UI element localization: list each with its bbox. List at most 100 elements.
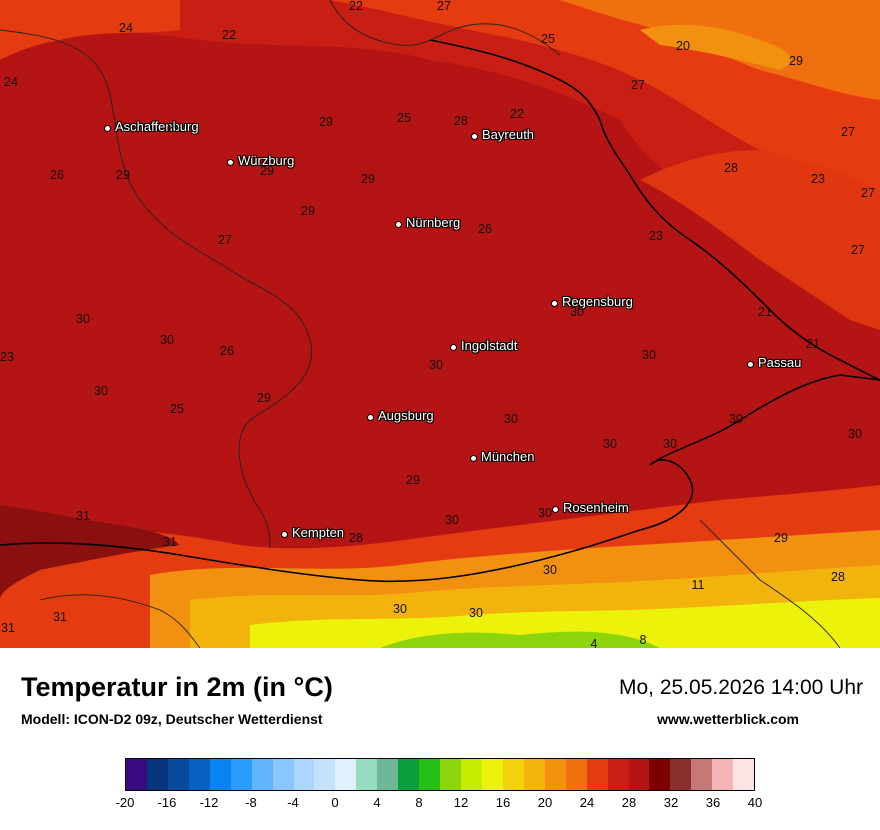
temp-value: 30	[538, 506, 552, 520]
legend-swatch	[523, 759, 545, 790]
legend-tick-label: 32	[663, 795, 679, 810]
temp-value: 25	[170, 402, 184, 416]
city-label: Regensburg	[562, 294, 633, 309]
legend-swatch	[440, 759, 461, 790]
map-title: Temperatur in 2m (in °C)	[21, 672, 333, 702]
region-border-southwest	[39, 594, 201, 648]
color-legend	[125, 758, 755, 791]
city-marker-icon	[104, 125, 111, 132]
temp-value: 29	[260, 164, 274, 178]
temp-value: 30	[543, 563, 557, 577]
temp-value: 28	[831, 570, 845, 584]
temp-value: 29	[789, 54, 803, 68]
legend-tick-label: -16	[157, 795, 177, 810]
temp-value: 30	[445, 513, 459, 527]
temp-value: 24	[4, 75, 18, 89]
legend-swatch	[586, 759, 608, 790]
city-label: Rosenheim	[563, 500, 629, 515]
temp-value: 22	[510, 107, 524, 121]
fichtelgebirge-field	[640, 24, 791, 70]
temp-value: 4	[590, 637, 598, 648]
legend-swatch	[565, 759, 587, 790]
city-label: Passau	[758, 355, 802, 370]
legend-tick-label: 24	[579, 795, 595, 810]
legend-swatch	[398, 759, 420, 790]
temp-value: 30	[393, 602, 407, 616]
temp-value: 30	[603, 437, 617, 451]
legend-swatch	[670, 759, 692, 790]
temp-value: 29	[257, 391, 271, 405]
website-link[interactable]: www.wetterblick.com	[657, 711, 799, 727]
temp-value: 27	[437, 0, 451, 13]
legend-swatch	[628, 759, 650, 790]
legend-swatch	[314, 759, 336, 790]
legend-tick-label: 4	[373, 795, 381, 810]
temperature-map: Aschaffenburg Bayreuth Würzburg Nürnberg…	[0, 0, 880, 648]
temp-value: 27	[631, 78, 645, 92]
lake-constance-field	[0, 505, 180, 600]
temp-value: 30	[848, 427, 862, 441]
legend-swatch	[251, 759, 273, 790]
city-label: München	[481, 449, 535, 464]
legend-tick-label: -8	[245, 795, 257, 810]
city-marker-icon	[552, 506, 559, 513]
city-marker-icon	[470, 455, 477, 462]
city-label: Nürnberg	[406, 215, 461, 230]
region-border-southeast	[699, 519, 841, 648]
temp-value: 30	[663, 437, 677, 451]
temp-value: 28	[724, 161, 738, 175]
legend-tick-label: 28	[621, 795, 637, 810]
temp-value: 29	[319, 115, 333, 129]
city-marker-icon	[395, 221, 402, 228]
legend-swatch	[712, 759, 734, 790]
temp-value: 30	[76, 312, 90, 326]
temp-value: 26	[50, 168, 64, 182]
legend-tick-label: -20	[115, 795, 135, 810]
temp-value: 8	[639, 633, 647, 647]
temp-value: 31	[76, 509, 90, 523]
city-marker-icon	[227, 159, 234, 166]
city-label: Bayreuth	[482, 127, 535, 142]
temp-value: 30	[429, 358, 443, 372]
legend-swatch	[649, 759, 671, 790]
legend-swatch	[230, 759, 252, 790]
temp-value: 29	[406, 473, 420, 487]
bavarian-forest-field	[640, 150, 880, 330]
temp-value: 30	[160, 333, 174, 347]
legend-ticks: -20 -16 -12 -8 -4 0 4 8 12 16 20 24 28 32 36 40	[116, 795, 763, 815]
temp-value: 29	[774, 531, 788, 545]
temp-value: 22	[349, 0, 363, 13]
temp-value: 25	[541, 32, 555, 46]
legend-tick-label: 12	[453, 795, 469, 810]
temp-value: 31	[53, 610, 67, 624]
legend-tick-label: 16	[495, 795, 511, 810]
legend-tick-label: -12	[199, 795, 219, 810]
temp-value: 26	[478, 222, 492, 236]
legend-swatch	[356, 759, 378, 790]
legend-swatch	[209, 759, 231, 790]
legend-swatch	[461, 759, 482, 790]
austria-border	[0, 459, 694, 583]
legend-tick-label: 20	[537, 795, 553, 810]
temp-value: 21	[806, 337, 820, 351]
legend-swatch	[691, 759, 713, 790]
legend-swatch	[481, 759, 503, 790]
city-label: Ingolstadt	[461, 338, 518, 353]
legend-swatch	[167, 759, 189, 790]
temp-value: 26	[220, 344, 234, 358]
alps-peak-field	[380, 631, 660, 648]
state-border-north	[329, 0, 561, 56]
legend-swatch	[377, 759, 399, 790]
city-label: Würzburg	[238, 153, 295, 168]
temp-value: 30	[94, 384, 108, 398]
city-label: Augsburg	[378, 408, 434, 423]
legend-tick-label: 0	[331, 795, 339, 810]
legend-tick-label: 40	[747, 795, 763, 810]
temp-value: 29	[116, 168, 130, 182]
czech-border	[429, 39, 880, 381]
city-label: Aschaffenburg	[115, 119, 199, 134]
temp-value: 22	[222, 28, 236, 42]
legend-swatch	[419, 759, 441, 790]
legend-swatch	[146, 759, 168, 790]
city-marker-icon	[471, 133, 478, 140]
